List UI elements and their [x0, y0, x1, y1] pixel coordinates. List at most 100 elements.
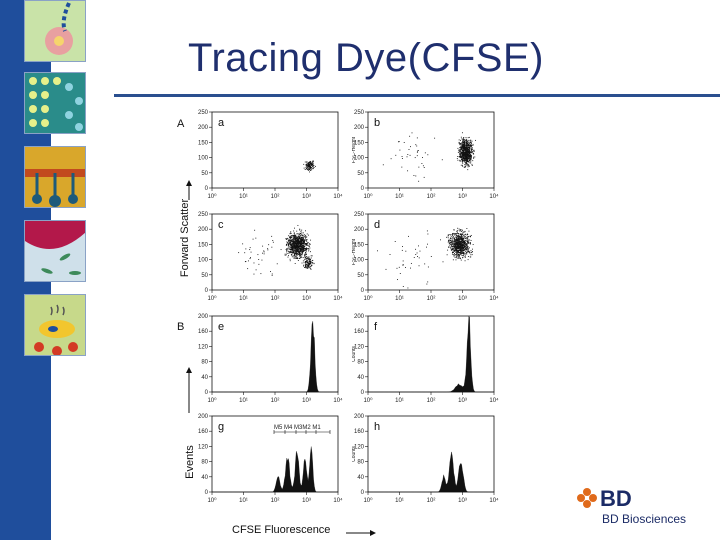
- scatter-point: [462, 257, 463, 259]
- scatter-point: [461, 148, 462, 150]
- scatter-point: [309, 161, 311, 163]
- scatter-point: [462, 241, 464, 243]
- scatter-point: [466, 153, 468, 155]
- scatter-point: [415, 144, 417, 146]
- scatter-point: [304, 246, 306, 247]
- scatter-point: [460, 164, 462, 166]
- scatter-point: [466, 249, 468, 251]
- scatter-point: [417, 150, 419, 152]
- scatter-point: [297, 254, 299, 255]
- scatter-point: [310, 167, 312, 169]
- scatter-point: [310, 262, 312, 264]
- scatter-point: [464, 166, 466, 168]
- scatter-point: [456, 249, 458, 251]
- scatter-point: [464, 164, 466, 166]
- scatter-point: [459, 253, 461, 255]
- scatter-point: [298, 234, 300, 236]
- scatter-point: [470, 239, 472, 241]
- scatter-point: [458, 240, 460, 242]
- scatter-point: [462, 144, 464, 146]
- scatter-point: [294, 234, 295, 236]
- scatter-point: [453, 246, 454, 248]
- scatter-point: [461, 229, 463, 231]
- scatter-point: [453, 242, 455, 244]
- scatter-point: [299, 232, 301, 234]
- scatter-point: [297, 246, 299, 248]
- scatter-point: [466, 240, 468, 242]
- scatter-point: [456, 230, 458, 232]
- scatter-point: [307, 166, 309, 168]
- scatter-point: [452, 240, 454, 242]
- scatter-point: [464, 158, 466, 160]
- scatter-point: [467, 242, 469, 244]
- scatter-point: [303, 265, 304, 267]
- x-tick-label: 10²: [427, 194, 436, 200]
- scatter-point: [295, 244, 297, 246]
- scatter-point: [300, 239, 302, 241]
- scatter-point: [454, 246, 456, 248]
- scatter-point: [458, 239, 460, 241]
- y-tick-label: 200: [354, 314, 365, 320]
- scatter-point: [462, 241, 464, 243]
- scatter-point: [453, 241, 455, 243]
- scatter-point: [458, 149, 460, 151]
- scatter-point: [470, 161, 472, 163]
- scatter-point: [312, 259, 314, 261]
- scatter-point: [293, 251, 294, 253]
- scatter-point: [459, 155, 461, 157]
- forward-scatter-arrow-icon: [186, 180, 192, 200]
- scatter-point: [290, 237, 292, 238]
- scatter-point: [262, 245, 264, 247]
- scatter-point: [462, 244, 463, 246]
- scatter-point: [312, 160, 314, 162]
- scatter-point: [453, 255, 455, 257]
- scatter-point: [463, 151, 465, 153]
- scatter-point: [459, 233, 461, 235]
- scatter-point: [310, 166, 312, 167]
- scatter-point: [467, 163, 468, 165]
- scatter-point: [463, 231, 465, 233]
- scatter-point: [296, 244, 297, 245]
- scatter-point: [306, 261, 308, 263]
- scatter-point: [470, 251, 472, 253]
- scatter-point: [301, 243, 303, 245]
- scatter-point: [462, 165, 464, 167]
- scatter-point: [296, 242, 298, 244]
- scatter-point: [456, 238, 458, 240]
- scatter-point: [459, 241, 461, 243]
- y-tick-label: 250: [198, 212, 209, 218]
- y-tick-label: 120: [198, 344, 209, 350]
- panel-b-scatter: 10⁰ 10¹ 10² 10³ 10⁴ 0 50 100 150 200 250 FSC-Height…: [352, 108, 502, 204]
- scatter-point: [294, 243, 296, 245]
- scatter-point: [301, 252, 303, 254]
- scatter-point: [305, 260, 307, 262]
- scatter-point: [302, 239, 304, 241]
- scatter-point: [471, 147, 473, 148]
- scatter-point: [301, 251, 303, 253]
- scatter-point: [459, 238, 461, 240]
- scatter-point: [299, 247, 301, 249]
- x-tick-label: 10²: [427, 398, 436, 404]
- scatter-point: [305, 256, 306, 258]
- panel-d-svg: 10⁰ 10¹ 10² 10³ 10⁴050100150200250FSC-Height…: [352, 212, 499, 302]
- cfse-axis-title: CFSE Fluorescence: [232, 524, 331, 536]
- scatter-point: [289, 235, 291, 237]
- scatter-point: [461, 238, 463, 240]
- scatter-point: [465, 237, 467, 239]
- scatter-point: [462, 145, 464, 147]
- scatter-point: [471, 254, 473, 256]
- scatter-point: [296, 236, 298, 238]
- panel-y-label: FSC-Height: [352, 238, 357, 265]
- scatter-point: [410, 262, 412, 264]
- scatter-point: [462, 154, 464, 156]
- scatter-point: [459, 149, 461, 151]
- scatter-point: [305, 261, 306, 262]
- thumbnail-cells-grid-icon: [24, 72, 86, 134]
- scatter-point: [464, 148, 466, 150]
- scatter-point: [470, 141, 472, 143]
- scatter-point: [461, 152, 463, 154]
- y-tick-label: 0: [361, 390, 365, 396]
- scatter-point: [293, 242, 294, 244]
- scatter-point: [294, 239, 296, 241]
- scatter-point: [459, 159, 461, 161]
